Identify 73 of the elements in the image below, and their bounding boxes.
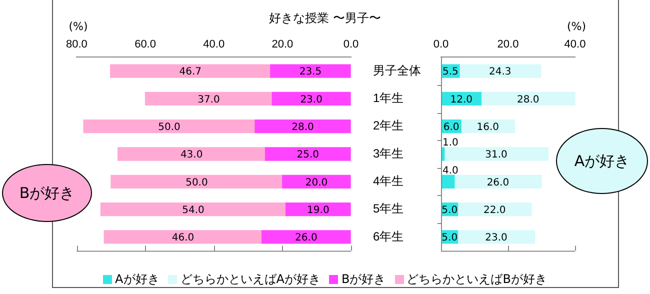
x-tick-label: 20.0 (272, 38, 294, 51)
bar (83, 120, 256, 134)
bar (441, 174, 455, 188)
data-label: 1.0 (442, 138, 458, 149)
bar (459, 64, 542, 78)
data-label: 12.0 (450, 94, 472, 106)
x-tick-label: 20.0 (497, 38, 519, 51)
data-label: 26.0 (295, 232, 318, 244)
y-tick-label: 6年生 (373, 229, 404, 244)
bar (110, 174, 283, 188)
x-tick-label: 40.0 (203, 38, 225, 51)
data-label: 5.0 (442, 232, 458, 244)
bar (286, 202, 351, 216)
bar (100, 202, 286, 216)
data-label: 6.0 (443, 122, 460, 133)
data-label: 28.0 (292, 122, 314, 133)
bar (254, 120, 351, 134)
data-label: 23.5 (299, 66, 322, 78)
data-label: 19.0 (307, 204, 330, 216)
data-label: 31.0 (485, 150, 508, 161)
x-tick-label: 0.0 (433, 38, 449, 51)
bar (454, 174, 542, 188)
y-tick-label: 男子全体 (373, 63, 421, 78)
bar (110, 64, 271, 78)
bar (457, 230, 536, 244)
data-label: 4.0 (442, 165, 458, 176)
ellipse-callout: Bが好き (2, 164, 92, 222)
bar (480, 92, 576, 106)
y-tick-label: 1年生 (373, 91, 404, 105)
legend-label: Bが好き (341, 272, 386, 286)
x-tick-label: 80.0 (66, 38, 88, 51)
data-label: 37.0 (198, 94, 220, 106)
data-label: 46.0 (172, 232, 194, 244)
bar (457, 202, 532, 216)
data-label: 5.0 (442, 204, 458, 216)
legend-label: どちらかといえばAが好き (180, 272, 320, 286)
data-label: 43.0 (180, 150, 203, 161)
data-label: 16.0 (476, 122, 500, 133)
data-label: 46.7 (179, 66, 202, 78)
x-axis-title: (%) (567, 20, 586, 33)
data-label: 50.0 (186, 177, 208, 188)
bar (104, 230, 262, 244)
data-label: 20.0 (305, 177, 328, 188)
x-axis-title: (%) (68, 20, 88, 33)
bar (282, 174, 351, 188)
data-label: 26.0 (486, 177, 510, 188)
x-tick-label: 40.0 (564, 38, 586, 51)
y-tick-label: 3年生 (373, 146, 404, 160)
data-label: 23.0 (485, 232, 508, 244)
ellipse-callout: Aが好き (556, 128, 648, 194)
bar (272, 92, 351, 106)
bar (270, 64, 351, 78)
data-label: 54.0 (182, 204, 204, 216)
bar (144, 92, 272, 106)
legend-label: どちらかといえばBが好き (406, 272, 547, 286)
chart-title: 好きな授業 〜男子〜 (269, 11, 381, 25)
bar (118, 147, 266, 161)
data-label: 24.3 (488, 66, 512, 78)
data-label: 22.0 (483, 204, 506, 216)
bar (264, 147, 351, 161)
data-label: 28.0 (516, 94, 540, 106)
bar (262, 230, 351, 244)
y-tick-label: 5年生 (373, 202, 404, 216)
legend-label: Aが好き (115, 272, 160, 286)
x-tick-label: 60.0 (134, 38, 156, 51)
bar (444, 147, 549, 161)
x-tick-label: 0.0 (343, 38, 359, 51)
data-label: 23.0 (300, 94, 322, 106)
data-label: 25.0 (296, 150, 320, 161)
data-label: 5.5 (442, 66, 458, 78)
y-tick-label: 4年生 (373, 174, 404, 188)
data-label: 50.0 (158, 122, 180, 133)
y-tick-label: 2年生 (373, 118, 404, 133)
